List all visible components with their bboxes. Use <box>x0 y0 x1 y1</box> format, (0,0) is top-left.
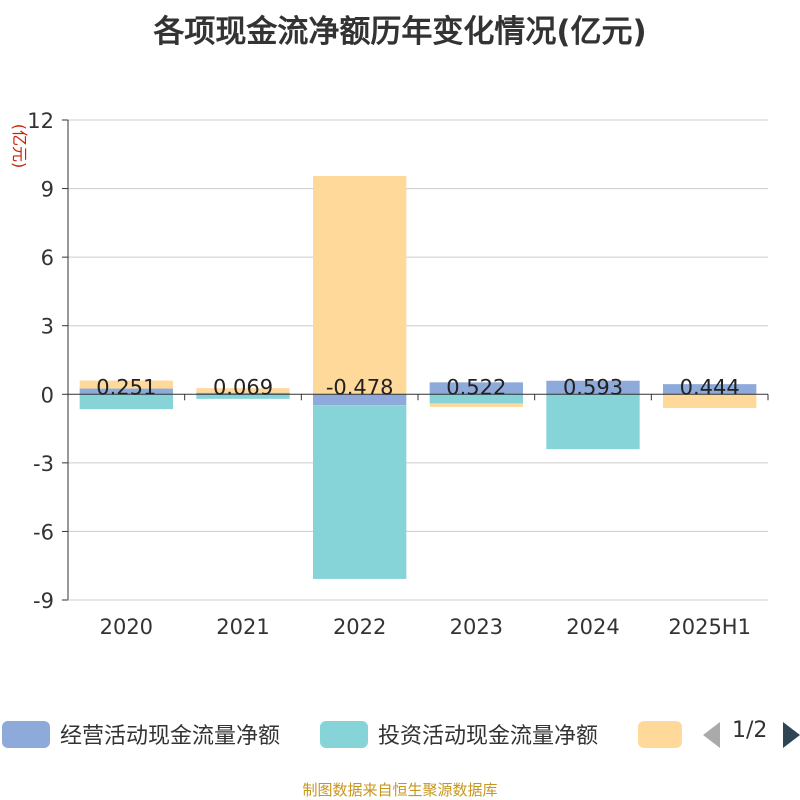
x-tick-label: 2024 <box>566 615 619 639</box>
x-tick-label: 2023 <box>450 615 503 639</box>
chart-title: 各项现金流净额历年变化情况(亿元) <box>153 14 647 50</box>
legend-prev-page-icon[interactable] <box>703 722 720 748</box>
bar-2024-series-1 <box>546 394 640 450</box>
bar-2021-series-2 <box>196 388 290 393</box>
legend-next-page-icon[interactable] <box>783 722 800 748</box>
bar-2023-series-2 <box>429 403 523 407</box>
bar-2023-series-0 <box>429 382 523 395</box>
bar-2020-series-2 <box>79 380 173 389</box>
bar-2022-series-2 <box>313 176 407 395</box>
y-tick-label: 9 <box>41 178 54 202</box>
bar-2022-series-1 <box>313 405 407 579</box>
x-tick-label: 2022 <box>333 615 386 639</box>
legend-swatch-investing[interactable] <box>320 721 368 748</box>
x-tick-label: 2020 <box>100 615 153 639</box>
legend-page-indicator: 1/2 <box>732 718 768 743</box>
legend-label-investing[interactable]: 投资活动现金流量净额 <box>378 724 599 749</box>
bar-2021-series-1 <box>196 394 290 399</box>
bar-2024-series-0 <box>546 380 640 395</box>
bars <box>79 176 757 579</box>
y-tick-label: 12 <box>27 109 54 133</box>
x-tick-label: 2025H1 <box>668 615 751 639</box>
data-label-2021: 0.069 <box>213 375 273 399</box>
y-tick-label: -6 <box>33 520 54 544</box>
y-tick-label: -3 <box>33 452 54 476</box>
y-tick-label: 3 <box>41 315 54 339</box>
data-label-2020: 0.251 <box>96 375 156 399</box>
legend-swatch-third-series[interactable] <box>638 721 682 748</box>
data-label-2022: -0.478 <box>326 375 394 399</box>
data-label-2024: 0.593 <box>563 375 623 399</box>
y-tick-label: 0 <box>41 383 54 407</box>
source-note: 制图数据来自恒生聚源数据库 <box>302 781 498 799</box>
bar-2025H1-series-0 <box>663 384 757 395</box>
bar-2020-series-0 <box>79 388 173 395</box>
data-label-2023: 0.522 <box>446 375 506 399</box>
data-labels: 0.251 0.069 -0.478 0.522 0.593 0.444 <box>96 375 739 399</box>
bar-2020-series-1 <box>79 394 173 410</box>
x-tick-label: 2021 <box>216 615 269 639</box>
bar-2021-series-0 <box>196 392 290 395</box>
bar-2025H1-series-2 <box>663 394 757 408</box>
data-label-2025H1: 0.444 <box>680 375 740 399</box>
legend-swatch-operating[interactable] <box>2 721 50 748</box>
bar-2022-series-0 <box>313 394 407 406</box>
legend-label-operating[interactable]: 经营活动现金流量净额 <box>60 724 281 749</box>
grid-lines <box>68 119 768 601</box>
axes: 12 9 6 3 0 -3 -6 -9 2020 2021 2022 2023 2024 2025H1 <box>27 109 769 639</box>
y-tick-label: -9 <box>33 589 54 613</box>
y-tick-label: 6 <box>41 246 54 270</box>
y-axis-unit-label: (亿元) <box>10 124 29 169</box>
bar-2023-series-1 <box>429 394 523 404</box>
